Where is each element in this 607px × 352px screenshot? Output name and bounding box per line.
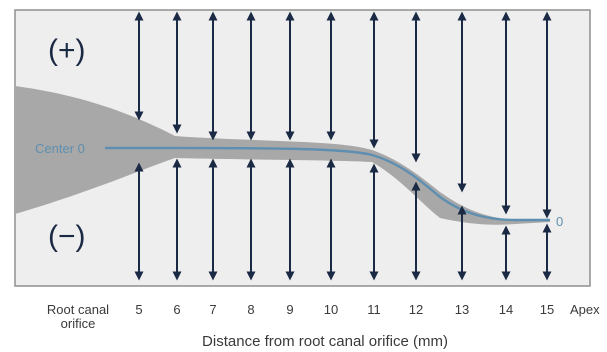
tick-label: 13 (455, 302, 469, 317)
canal-center-line (105, 146, 550, 222)
tick-label: 15 (540, 302, 554, 317)
tick-labels: 5 6 7 8 9 10 11 12 13 14 15 (135, 302, 554, 317)
tick-label: 10 (324, 302, 338, 317)
tick-label: 5 (135, 302, 142, 317)
apex-label: Apex (570, 302, 600, 317)
arrow-group (134, 11, 552, 281)
tick-label: 9 (286, 302, 293, 317)
tick-label: 6 (173, 302, 180, 317)
x-axis-title: Distance from root canal orifice (mm) (202, 333, 448, 350)
lower-sign-label: (−) (48, 220, 86, 253)
upper-sign-label: (+) (48, 34, 86, 67)
tick-label: 11 (367, 302, 381, 317)
tick-label: 8 (247, 302, 254, 317)
tick-label: 12 (409, 302, 423, 317)
center-zero-label: Center 0 (35, 141, 85, 156)
root-canal-label-line1: Root canal (47, 302, 109, 317)
tick-label: 14 (499, 302, 513, 317)
apex-zero-label: 0 (556, 214, 563, 229)
root-canal-label-line2: orifice (61, 316, 96, 331)
tick-label: 7 (209, 302, 216, 317)
